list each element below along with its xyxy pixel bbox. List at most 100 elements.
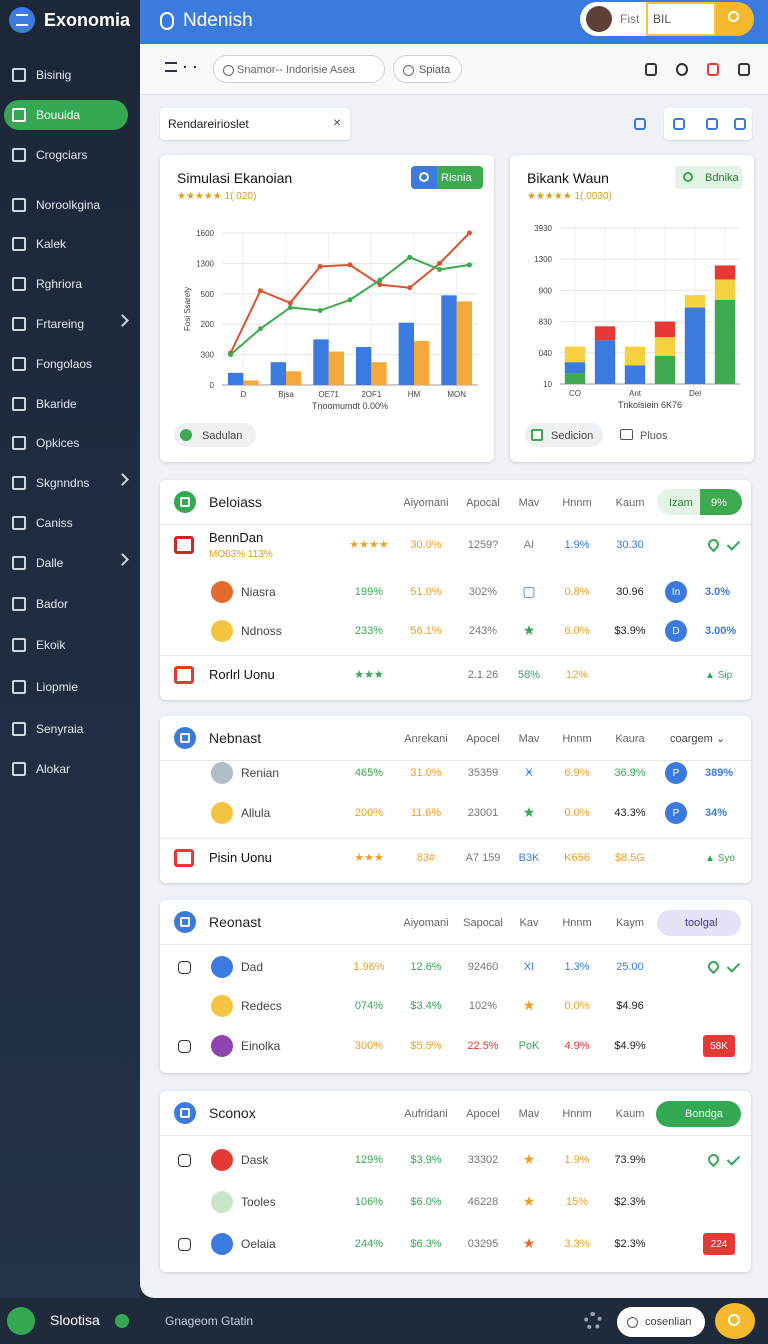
- nav-item[interactable]: Fongolaos: [36, 357, 93, 371]
- nav-item[interactable]: Noroolkgina: [36, 198, 101, 212]
- row-name[interactable]: Renian: [241, 766, 280, 780]
- y-tick-label: 1300: [534, 255, 552, 264]
- row-name[interactable]: Pisin Uonu: [209, 850, 272, 865]
- nav-item[interactable]: Ekoik: [36, 638, 66, 652]
- row-name[interactable]: Niasra: [241, 585, 276, 599]
- cell-value: 43.3%: [614, 807, 646, 819]
- cell-value: 46228: [467, 1196, 499, 1208]
- row-name[interactable]: Einolka: [241, 1039, 281, 1053]
- action-text: Izam: [669, 497, 693, 509]
- nav-item[interactable]: Rghriora: [36, 277, 83, 291]
- nav-item[interactable]: Bisinig: [36, 68, 72, 82]
- row-handle[interactable]: [178, 1238, 191, 1251]
- card-icon-inner: [180, 733, 190, 743]
- y-tick-label: 1600: [196, 229, 214, 238]
- nav-icon: [12, 476, 26, 490]
- nav-item[interactable]: Dalle: [36, 556, 64, 570]
- action-text[interactable]: coargem ⌄: [670, 733, 726, 745]
- bar: [270, 362, 286, 385]
- cell-value: $4.9%: [614, 1040, 646, 1052]
- row-name[interactable]: Tooles: [241, 1195, 276, 1209]
- row-name[interactable]: Oelaia: [241, 1237, 276, 1251]
- nav-item[interactable]: Bkaride: [36, 397, 77, 411]
- nav-item[interactable]: Bouuida: [36, 108, 81, 122]
- bar: [328, 351, 345, 385]
- row-handle[interactable]: [178, 1040, 191, 1053]
- x-tick-label: Del: [689, 389, 701, 398]
- column-header: Kaura: [615, 733, 645, 745]
- nav-item[interactable]: Opkices: [36, 436, 80, 450]
- card-icon-inner: [180, 497, 190, 507]
- nav-item[interactable]: Frtareing: [36, 317, 85, 331]
- action-text: toolgal: [685, 917, 718, 929]
- chart-badge[interactable]: [675, 166, 742, 189]
- cell-value: 102%: [468, 1000, 498, 1012]
- cell-value: ★★★: [354, 669, 384, 681]
- user-avatar: [586, 6, 612, 32]
- action-pill[interactable]: [657, 910, 741, 936]
- nav-item[interactable]: Liopmie: [36, 680, 79, 694]
- tool-icon[interactable]: [734, 118, 746, 130]
- footer-icon: [7, 1307, 35, 1335]
- tool-icon[interactable]: [706, 118, 718, 130]
- row-name[interactable]: Allula: [241, 806, 271, 820]
- y-tick-label: 040: [539, 349, 553, 358]
- chip-icon: [620, 429, 633, 440]
- toolbar-icon[interactable]: [738, 63, 750, 76]
- y-tick-label: 300: [201, 351, 215, 360]
- y-tick-label: 900: [539, 286, 553, 295]
- tab-close[interactable]: ×: [333, 114, 342, 130]
- chip-text[interactable]: Pluos: [640, 430, 668, 442]
- cell-value: 302%: [468, 586, 498, 598]
- cell-value: 30.0%: [410, 539, 442, 551]
- cell-value: $5.5%: [410, 1040, 442, 1052]
- toolbar-icon[interactable]: [645, 63, 657, 76]
- line-point: [347, 262, 353, 268]
- card-icon-inner: [180, 917, 190, 927]
- status-ok: [705, 958, 722, 975]
- tool-icon[interactable]: [673, 118, 685, 130]
- line-point: [257, 288, 263, 294]
- row-handle[interactable]: [178, 1154, 191, 1167]
- row-badge: [665, 802, 687, 824]
- menu-button[interactable]: [165, 62, 177, 72]
- nav-item[interactable]: Bador: [36, 597, 69, 611]
- nav-item[interactable]: Kalek: [36, 237, 67, 251]
- sidebar: Exonomia Bisinig Bouuida Crogciars Noroolkgi…: [0, 0, 140, 1298]
- search-placeholder: Snamor-- Indorisie Asea: [237, 64, 355, 76]
- cell-value: 31.0%: [410, 767, 442, 779]
- cell-value: 51.0%: [410, 586, 442, 598]
- row-handle[interactable]: [178, 961, 191, 974]
- cell-value: 4.9%: [564, 1040, 590, 1052]
- nav-item[interactable]: Crogciars: [36, 148, 88, 162]
- toolbar-icon[interactable]: [676, 63, 688, 76]
- cell-value: $8.5G: [615, 852, 645, 864]
- cell-icon: ★: [522, 804, 536, 820]
- cell-value: 129%: [354, 1154, 384, 1166]
- nav-item[interactable]: Skgnndns: [36, 476, 90, 490]
- row-name[interactable]: Dask: [241, 1153, 269, 1167]
- tool-icon[interactable]: [634, 118, 646, 130]
- row-name[interactable]: BennDan: [209, 530, 264, 545]
- card-title: Reonast: [209, 914, 262, 930]
- line-point: [437, 266, 443, 272]
- search-pill[interactable]: [213, 55, 385, 83]
- nav-item[interactable]: Alokar: [36, 762, 71, 776]
- row-name[interactable]: Rorlrl Uonu: [209, 667, 275, 682]
- cell-value: PoK: [518, 1040, 540, 1052]
- search-text: BIL: [653, 12, 672, 26]
- row-icon: [174, 536, 194, 554]
- search-box[interactable]: [646, 2, 716, 36]
- nav-icon: [12, 436, 26, 450]
- column-header: Mav: [518, 1108, 540, 1120]
- row-name[interactable]: Redecs: [241, 999, 282, 1013]
- cell-value: 36.9%: [614, 767, 646, 779]
- toolbar-icon[interactable]: [707, 63, 719, 76]
- action-pill[interactable]: [656, 1101, 741, 1127]
- nav-item[interactable]: Caniss: [36, 516, 73, 530]
- row-name[interactable]: Ndnoss: [241, 624, 282, 638]
- row-name[interactable]: Dad: [241, 960, 264, 974]
- cell-value: 30.30: [616, 539, 644, 551]
- nav-item[interactable]: Senyraia: [36, 722, 84, 736]
- settings-gear[interactable]: [584, 1312, 602, 1330]
